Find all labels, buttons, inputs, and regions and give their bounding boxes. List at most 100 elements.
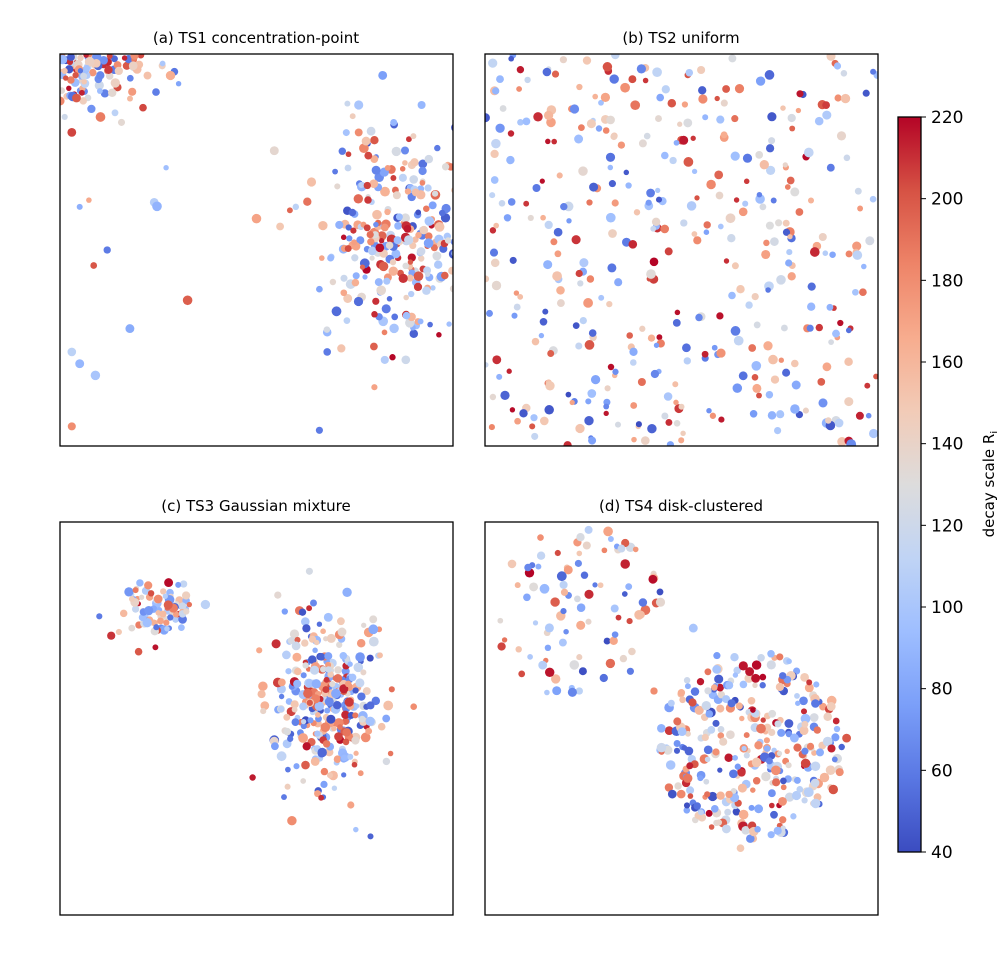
data-point <box>765 287 771 293</box>
data-point <box>300 672 307 679</box>
data-point <box>278 693 285 700</box>
data-point <box>122 61 131 70</box>
colorbar-tick-label: 160 <box>931 353 963 373</box>
data-point <box>609 636 618 645</box>
data-point <box>485 362 489 368</box>
data-point <box>751 360 762 371</box>
data-point <box>411 188 420 197</box>
data-point <box>323 612 333 622</box>
data-point <box>679 135 689 145</box>
panel-c-frame <box>59 521 454 916</box>
data-point <box>307 717 314 724</box>
data-point <box>650 687 658 695</box>
data-point <box>667 99 677 108</box>
data-point <box>730 326 741 336</box>
data-point <box>320 628 326 635</box>
data-point <box>559 580 568 589</box>
data-point <box>715 819 723 826</box>
data-point <box>308 655 317 664</box>
data-point <box>434 222 445 232</box>
data-point <box>608 229 617 238</box>
data-point <box>354 128 363 137</box>
data-point <box>400 213 410 223</box>
data-point <box>466 279 473 286</box>
colorbar-tick-label: 100 <box>931 598 963 618</box>
data-point <box>361 622 367 628</box>
data-point <box>701 733 709 742</box>
data-point <box>734 763 741 770</box>
data-point <box>845 327 852 334</box>
data-point <box>551 138 557 145</box>
data-point <box>515 646 522 653</box>
data-point <box>683 677 691 684</box>
data-point <box>424 271 431 277</box>
data-point <box>746 834 755 843</box>
data-point <box>89 68 97 77</box>
data-point <box>698 86 707 95</box>
data-point <box>869 195 877 203</box>
data-point <box>790 404 800 414</box>
data-point <box>291 641 301 651</box>
data-point <box>60 96 65 106</box>
data-point <box>767 789 776 798</box>
data-point <box>94 80 104 91</box>
data-point <box>732 808 741 816</box>
panel-a-points <box>60 54 473 434</box>
data-point <box>589 182 599 192</box>
data-point <box>362 687 371 696</box>
data-point <box>283 713 291 721</box>
data-point <box>324 707 331 714</box>
data-point <box>825 765 836 776</box>
data-point <box>163 165 169 171</box>
data-point <box>316 285 323 293</box>
data-point <box>569 660 580 670</box>
data-point <box>772 778 781 787</box>
data-point <box>441 163 450 171</box>
data-point <box>822 362 832 372</box>
data-point <box>683 118 693 128</box>
data-point <box>803 147 814 158</box>
data-point <box>717 732 725 739</box>
data-point <box>448 266 453 275</box>
data-point <box>160 588 167 595</box>
data-point <box>672 381 679 388</box>
data-point <box>432 190 439 197</box>
colorbar-tick-label: 180 <box>931 271 963 291</box>
data-point <box>828 339 834 345</box>
data-point <box>67 76 75 84</box>
data-point <box>441 271 449 280</box>
data-point <box>114 66 123 76</box>
colorbar-tick-label: 60 <box>931 761 953 781</box>
panel-b: (b) TS2 uniform <box>484 29 879 447</box>
data-point <box>754 804 763 814</box>
data-point <box>603 403 610 410</box>
data-point <box>869 428 878 439</box>
data-point <box>737 768 746 777</box>
data-point <box>331 688 341 699</box>
data-point <box>369 179 379 189</box>
data-point <box>706 179 716 190</box>
data-point <box>605 212 616 223</box>
data-point <box>314 730 321 737</box>
data-point <box>707 726 716 734</box>
data-point <box>398 273 408 284</box>
data-point <box>427 321 433 328</box>
data-point <box>408 290 415 298</box>
data-point <box>776 750 783 757</box>
data-point <box>532 183 541 193</box>
data-point <box>582 541 591 550</box>
data-point <box>776 275 786 285</box>
data-point <box>631 436 637 443</box>
data-point <box>353 296 364 307</box>
data-point <box>343 317 351 324</box>
data-point <box>289 629 300 639</box>
data-point <box>575 423 585 434</box>
data-point <box>316 621 323 627</box>
data-point <box>837 436 847 446</box>
data-point <box>423 205 430 212</box>
data-point <box>167 614 174 621</box>
data-point <box>351 239 358 246</box>
data-point <box>715 191 724 200</box>
data-point <box>384 208 391 216</box>
data-point <box>67 54 75 61</box>
